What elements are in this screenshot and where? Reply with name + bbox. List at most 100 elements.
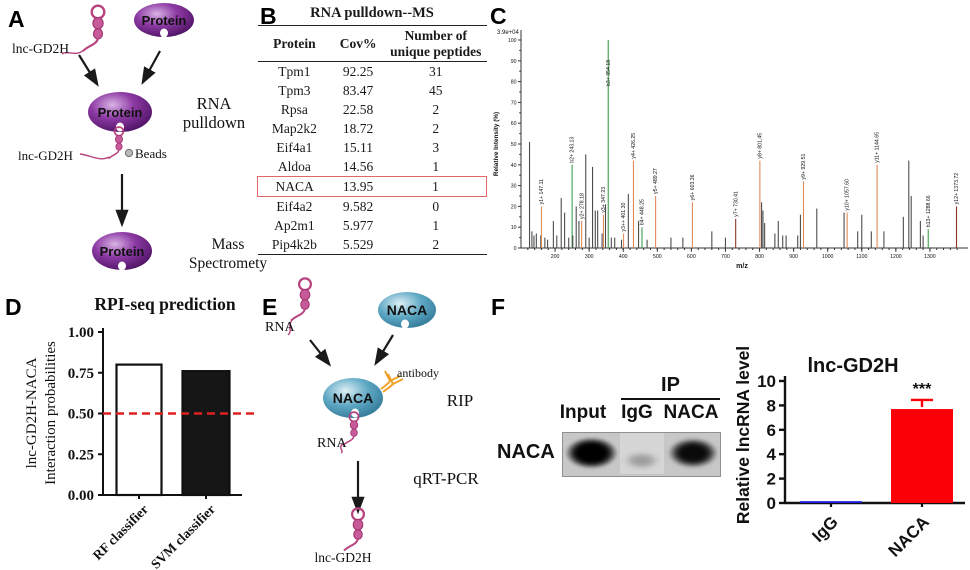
y-tick-label: 0.75	[68, 366, 94, 382]
lnc-gd2h-rna-icon	[81, 4, 106, 53]
table-cell: Tpm3	[278, 83, 311, 99]
arrow	[374, 334, 394, 366]
table-cell: 5.529	[342, 237, 374, 253]
peak-annotation: y3+ 347.23	[601, 187, 607, 213]
rna-icon	[289, 277, 313, 322]
peak-annotation: y7+ 730.41	[733, 191, 739, 217]
rna-tail	[287, 319, 293, 336]
lnc-gd2h-rna-icon	[342, 507, 366, 552]
table-cell: NACA	[257, 176, 332, 198]
rip-step-label: RIP	[447, 391, 473, 410]
table-cell: Tpm1	[278, 64, 311, 80]
svg-text:40: 40	[511, 163, 517, 169]
table-row: Tpm1 92.25 31	[258, 62, 487, 82]
panel-d-label: D	[5, 294, 22, 320]
lane-header-igg: IgG	[621, 402, 653, 423]
rna-pulldown-step-label: RNA	[197, 94, 232, 113]
peak-annotation: y6+ 603.36	[690, 174, 696, 200]
x-tick-label: RF classifier	[90, 502, 151, 563]
table-cell: Pip4k2b	[271, 237, 317, 253]
y-tick-label: 0.50	[68, 407, 94, 423]
table-cell: 83.47	[342, 83, 374, 99]
table-cell: 15.11	[343, 140, 374, 156]
table-cell: 13.95	[331, 176, 386, 198]
svg-text:60: 60	[511, 121, 517, 127]
panel-c-label: C	[490, 3, 507, 29]
table-cell: 3	[432, 140, 440, 156]
svg-text:30: 30	[511, 184, 517, 190]
lnc-gd2h-product-label: lnc-GD2H	[315, 550, 372, 565]
table-cell: 18.72	[342, 121, 374, 137]
svg-text:1100: 1100	[856, 254, 867, 260]
table-cell: 45	[429, 83, 443, 99]
naca-mid-label: NACA	[333, 390, 373, 406]
svg-text:50: 50	[511, 142, 517, 148]
table-cell: Eif4a2	[276, 199, 313, 215]
naca-ellipse-mid	[323, 378, 383, 418]
peak-annotation: b4+ 448.25	[640, 199, 646, 225]
bar-rf-classifier	[115, 363, 163, 497]
table-cell: 2	[432, 237, 440, 253]
y-tick-label: 2	[767, 470, 776, 489]
lane-header-input: Input	[559, 402, 607, 423]
rna-tail	[340, 443, 344, 454]
panel-a-label: A	[8, 6, 25, 32]
protein-ellipse-mid	[88, 92, 152, 132]
table-row: Aldoa 14.56 1	[258, 157, 487, 177]
rna-tail	[61, 49, 85, 55]
table-row: Rpsa 22.58 2	[258, 100, 487, 119]
peak-annotation: y8+ 801.45	[757, 133, 763, 159]
beads-label: Beads	[135, 146, 167, 161]
y-tick-label: 4	[767, 445, 777, 464]
table-cell: 92.25	[342, 64, 374, 80]
svg-text:800: 800	[755, 254, 764, 260]
rna-pulldown-diagram: lnc-GD2H Protein Protein lnc-GD2H Beads …	[12, 3, 267, 272]
table-cell: 14.56	[342, 159, 374, 175]
table-cell: Eif4a1	[276, 140, 313, 156]
svg-text:m/z: m/z	[736, 263, 748, 270]
table-cell: 5.977	[342, 218, 374, 234]
y-tick-label: 6	[767, 421, 776, 440]
peak-annotation: y5+ 489.27	[653, 168, 659, 194]
table-cell: 2	[432, 121, 440, 137]
protein-notch	[160, 28, 168, 38]
svg-text:70: 70	[511, 100, 517, 106]
y-tick-label: 8	[767, 396, 776, 415]
x-tick-label: NACA	[885, 512, 933, 560]
svg-text:200: 200	[551, 254, 560, 260]
peak-annotation: y4+ 426.25	[631, 133, 637, 159]
svg-text:0: 0	[514, 246, 517, 252]
ip-header-line	[621, 398, 720, 400]
peak-annotation: y11+ 1144.65	[875, 132, 881, 163]
svg-text:500: 500	[653, 254, 662, 260]
table-row: Eif4a1 15.11 3	[258, 138, 487, 157]
peak-annotation: y12+ 1373.72	[954, 173, 960, 205]
rna-tail	[79, 153, 110, 160]
protein-notch	[118, 261, 126, 271]
rip-diagram: RNA NACA NACA antibody RIP RNA qRT-PCR l…	[265, 277, 479, 565]
lnc-gd2h-top-label: lnc-GD2H	[12, 41, 69, 56]
svg-text:400: 400	[619, 254, 628, 260]
svg-text:90: 90	[511, 59, 517, 65]
y-axis-label: lnc-GD2H-NACA	[24, 357, 40, 468]
qrt-pcr-step-label: qRT-PCR	[413, 469, 479, 488]
chart-title: RPI-seq prediction	[94, 294, 235, 314]
peak-annotation: y10+ 1057.60	[845, 179, 851, 211]
table-header: Number of unique peptides	[385, 25, 487, 63]
panel-b-label: B	[260, 3, 277, 29]
table-cell: 2	[432, 102, 440, 118]
naca-band	[668, 438, 718, 468]
table-cell: Rpsa	[280, 102, 308, 118]
y-axis-label: Interaction probabilities	[43, 341, 59, 485]
bar-naca	[891, 409, 953, 503]
ip-header: IP	[661, 374, 680, 396]
input-band	[565, 437, 618, 469]
y-axis-label: Relative lncRNA level	[733, 346, 753, 524]
spectrum-peaks: y1+ 147.11 b2+ 243.13 y2+ 278.18 y3+ 347.23…	[528, 40, 960, 248]
svg-text:700: 700	[721, 254, 730, 260]
table-row: NACA 13.95 1	[257, 176, 488, 198]
protein-bottom-label: Protein	[100, 244, 145, 259]
peak-annotation: b13+ 1288.66	[926, 195, 932, 227]
peak-annotation: y1+ 147.11	[539, 179, 545, 205]
table-row: Tpm3 83.47 45	[258, 81, 487, 100]
